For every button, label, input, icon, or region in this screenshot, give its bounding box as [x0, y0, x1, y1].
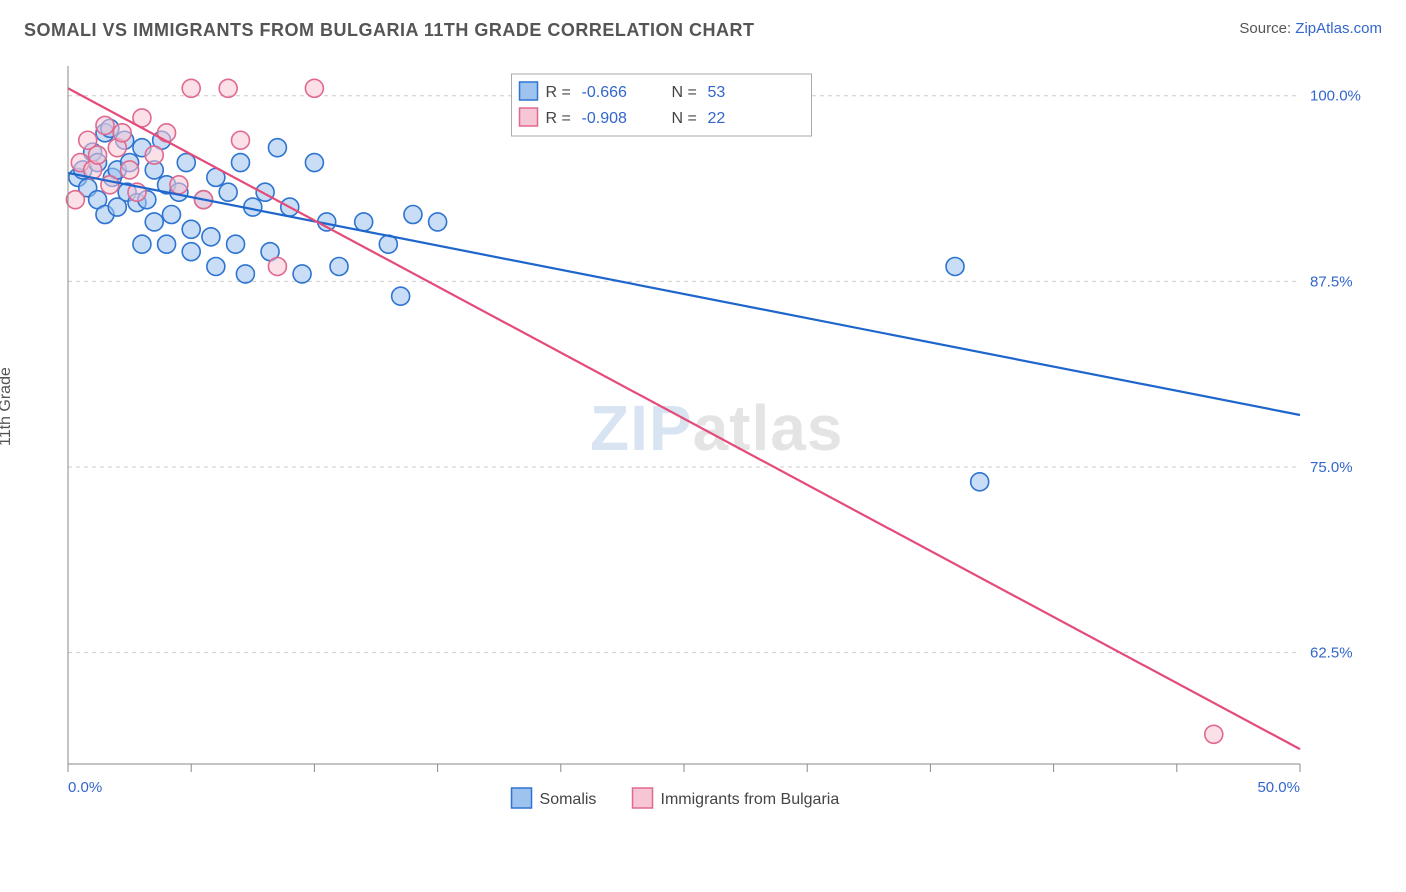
data-point: [219, 183, 237, 201]
source-link[interactable]: ZipAtlas.com: [1295, 20, 1382, 37]
data-point: [158, 124, 176, 142]
legend-r-label: R =: [546, 84, 571, 101]
data-point: [1205, 725, 1223, 743]
data-point: [96, 116, 114, 134]
data-point: [330, 257, 348, 275]
data-point: [66, 191, 84, 209]
legend-n-value: 22: [708, 110, 726, 127]
data-point: [158, 235, 176, 253]
data-point: [113, 124, 131, 142]
legend-swatch: [520, 108, 538, 126]
data-point: [231, 154, 249, 172]
gridlines: 62.5% 75.0% 87.5% 100.0%: [68, 88, 1361, 662]
legend-series: Somalis Immigrants from Bulgaria: [512, 788, 840, 808]
data-point: [305, 79, 323, 97]
data-point: [268, 257, 286, 275]
data-point: [429, 213, 447, 231]
data-point: [227, 235, 245, 253]
data-point: [404, 206, 422, 224]
legend-r-value: -0.666: [582, 84, 627, 101]
data-point: [971, 473, 989, 491]
data-point: [202, 228, 220, 246]
data-point: [305, 154, 323, 172]
data-point: [182, 79, 200, 97]
data-point: [101, 176, 119, 194]
chart-title: SOMALI VS IMMIGRANTS FROM BULGARIA 11TH …: [24, 20, 755, 41]
legend-n-label: N =: [672, 84, 697, 101]
series: [69, 119, 989, 490]
legend-r-value: -0.908: [582, 110, 627, 127]
data-point: [946, 257, 964, 275]
data-point: [236, 265, 254, 283]
legend-series-label: Immigrants from Bulgaria: [661, 791, 840, 808]
data-point: [231, 131, 249, 149]
legend-n-label: N =: [672, 110, 697, 127]
data-point: [219, 79, 237, 97]
chart-plot: 62.5% 75.0% 87.5% 100.0% ZIPatlas 0.0% 50.0% R …: [60, 60, 1380, 820]
data-point: [355, 213, 373, 231]
data-point: [133, 235, 151, 253]
y-axis-label: 11th Grade: [0, 367, 15, 446]
legend-swatch: [633, 788, 653, 808]
legend-series-label: Somalis: [540, 791, 597, 808]
data-point: [89, 146, 107, 164]
data-point: [293, 265, 311, 283]
data-point: [268, 139, 286, 157]
y-tick-label: 87.5%: [1310, 273, 1353, 290]
data-point: [170, 176, 188, 194]
trend-line: [68, 88, 1300, 749]
data-point: [145, 213, 163, 231]
y-tick-label: 62.5%: [1310, 645, 1353, 662]
data-point: [121, 161, 139, 179]
watermark: ZIPatlas: [590, 392, 843, 464]
data-point: [182, 243, 200, 261]
legend-swatch: [520, 82, 538, 100]
data-point: [162, 206, 180, 224]
legend-correlation: R = -0.666 N = 53 R = -0.908 N = 22: [512, 74, 812, 136]
source-label: Source: ZipAtlas.com: [1239, 20, 1382, 37]
data-point: [182, 220, 200, 238]
legend-n-value: 53: [708, 84, 726, 101]
legend-r-label: R =: [546, 110, 571, 127]
x-tick-label: 50.0%: [1257, 779, 1300, 796]
y-tick-label: 100.0%: [1310, 88, 1361, 105]
legend-swatch: [512, 788, 532, 808]
data-point: [392, 287, 410, 305]
trend-line: [68, 173, 1300, 415]
data-point: [145, 146, 163, 164]
data-point: [207, 257, 225, 275]
x-tick-label: 0.0%: [68, 779, 102, 796]
y-tick-label: 75.0%: [1310, 459, 1353, 476]
